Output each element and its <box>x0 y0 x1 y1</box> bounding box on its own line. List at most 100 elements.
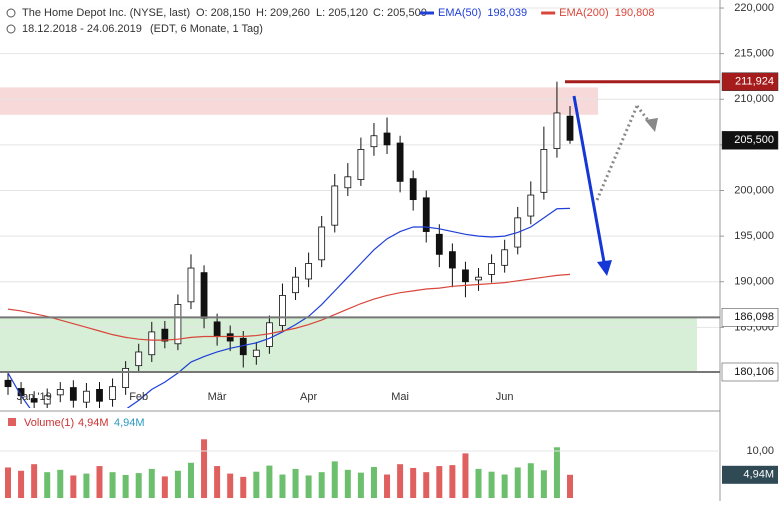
volume-bar <box>174 470 181 498</box>
zone <box>0 317 697 372</box>
candle-body <box>383 132 391 146</box>
volume-bar <box>5 467 11 498</box>
title: The Home Depot Inc. (NYSE, last) <box>22 7 190 19</box>
candle-body <box>396 142 404 182</box>
volume-bar <box>475 468 482 498</box>
legend-swatch <box>8 418 16 426</box>
level-label: 180,106 <box>734 366 774 378</box>
y-tick-label: 195,000 <box>734 230 774 242</box>
volume-bar <box>44 472 51 498</box>
level-label: 211,924 <box>735 76 774 88</box>
volume-bar <box>214 466 221 498</box>
ohlc: O: 208,150 <box>196 7 250 19</box>
candle-body <box>174 304 182 345</box>
x-tick-label: Feb <box>129 391 148 403</box>
ohlc: C: 205,500 <box>373 7 427 19</box>
volume-bar <box>148 468 155 498</box>
volume-bar <box>436 466 443 498</box>
volume-bar <box>488 471 495 498</box>
x-tick-label: Mai <box>391 391 409 403</box>
volume-bar <box>279 474 286 498</box>
candle-body <box>122 368 130 388</box>
level-tag <box>721 308 779 327</box>
candle-body <box>540 149 548 193</box>
volume-bar <box>96 466 103 498</box>
x-tick-label: Jan '19 <box>17 391 52 403</box>
candle-body <box>292 276 299 294</box>
volume-bar <box>18 470 25 498</box>
y-tick-label: 200,000 <box>734 184 774 196</box>
line-series <box>7 273 571 341</box>
volume-bar <box>31 464 38 498</box>
candle-body <box>409 178 417 201</box>
volume-bar <box>567 474 574 498</box>
volume-bar <box>449 465 456 498</box>
volume-bar <box>423 472 430 498</box>
icon <box>6 24 16 34</box>
level-tag <box>721 131 779 150</box>
candle-body <box>357 149 365 180</box>
volume-bar <box>331 461 338 498</box>
candle-body <box>448 251 456 269</box>
volume-bar <box>344 469 351 498</box>
candle-body <box>279 295 286 326</box>
legend-value: 190,808 <box>615 7 655 19</box>
x-tick-label: Mär <box>208 391 227 403</box>
volume-legend-value: 4,94M <box>78 417 109 429</box>
candle-body <box>501 249 509 266</box>
candle-body <box>187 267 195 303</box>
candle-body <box>252 349 260 357</box>
candle-body <box>69 387 77 401</box>
volume-legend-value: 4,94M <box>114 417 145 429</box>
candle-body <box>566 115 574 141</box>
volume-bar <box>201 439 208 498</box>
volume-legend: Volume(1) <box>24 417 74 429</box>
y-tick-label: 220,000 <box>734 2 774 14</box>
candle-body <box>462 269 469 283</box>
date-range: 18.12.2018 - 24.06.2019 <box>22 23 142 35</box>
candle-body <box>488 263 495 275</box>
candle-body <box>83 390 90 403</box>
info: (EDT, 6 Monate, 1 Tag) <box>150 23 263 35</box>
volume-bar <box>227 473 234 498</box>
volume-tag-label: 4,94M <box>743 469 774 481</box>
volume-bar <box>266 465 273 498</box>
candle-body <box>527 194 535 217</box>
candle-body <box>318 226 326 261</box>
ohlc: L: 205,120 <box>316 7 368 19</box>
legend-value: 198,039 <box>487 7 527 19</box>
candle-body <box>370 135 378 148</box>
candle-body <box>56 388 64 396</box>
volume-bar <box>462 453 469 498</box>
volume-bar <box>318 472 325 498</box>
line-series <box>7 207 571 408</box>
volume-bar <box>553 447 560 498</box>
candle-body <box>265 322 273 347</box>
volume-bar <box>527 463 534 498</box>
candle-body <box>200 272 208 319</box>
volume-bar <box>370 467 377 498</box>
candle-body <box>109 386 116 400</box>
y-tick-label: 210,000 <box>734 93 774 105</box>
volume-bar <box>70 475 77 498</box>
candle-body <box>4 379 12 388</box>
x-tick-label: Apr <box>300 391 317 403</box>
volume-bar <box>410 467 417 498</box>
level-tag <box>721 362 779 382</box>
volume-bar <box>397 464 404 498</box>
volume-bar <box>187 462 194 498</box>
level-label: 186,098 <box>734 311 774 323</box>
header-bg <box>0 0 500 38</box>
volume-bar <box>240 476 247 498</box>
volume-bar <box>540 470 547 498</box>
volume-bar <box>57 469 64 498</box>
candle-body <box>305 263 313 280</box>
y-tick-label: 215,000 <box>734 48 774 60</box>
volume-bar <box>384 474 391 498</box>
annotation-arrows <box>572 95 658 276</box>
candle-body <box>213 321 221 337</box>
candle-body <box>96 388 103 402</box>
volume-bar <box>122 474 129 498</box>
volume-bar <box>292 468 299 498</box>
